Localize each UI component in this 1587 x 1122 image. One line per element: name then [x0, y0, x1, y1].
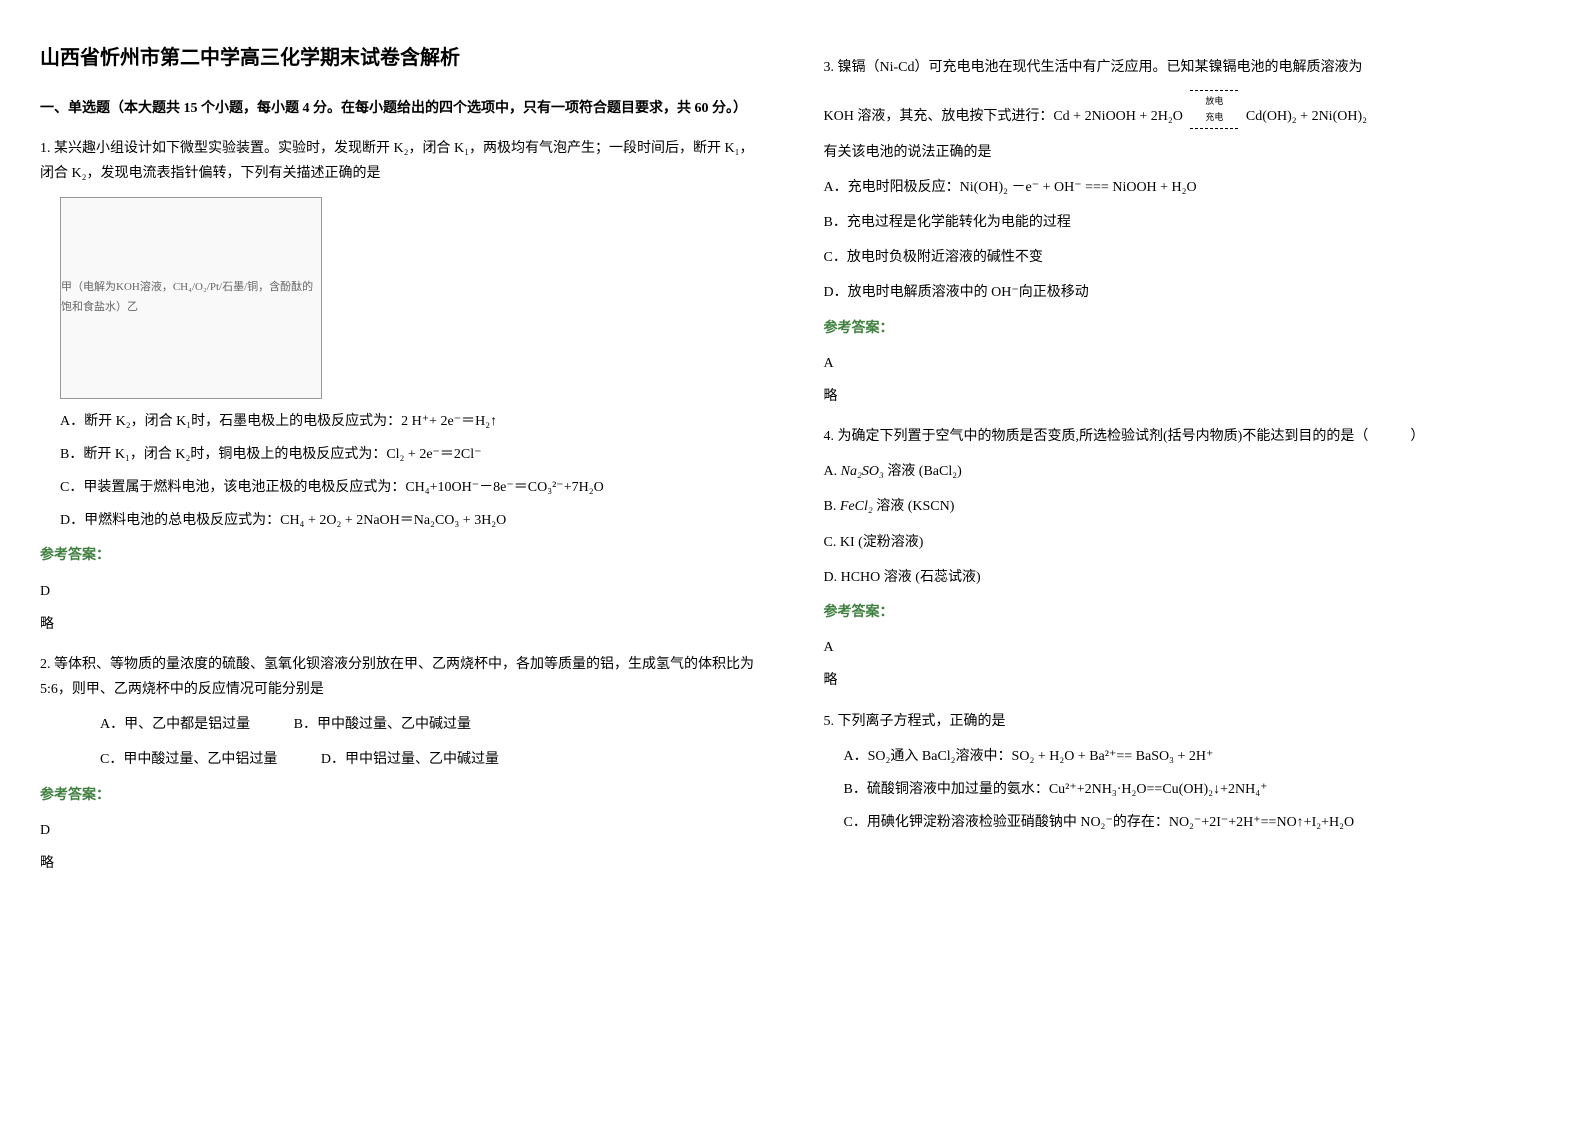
q3-stem-2: KOH 溶液，其充、放电按下式进行：Cd + 2NiOOH + 2H₂O	[824, 109, 1183, 124]
question-3: 3. 镍镉（Ni-Cd）可充电电池在现代生活中有广泛应用。已知某镍镉电池的电解质…	[824, 55, 1548, 409]
q3-option-c: C．放电时负极附近溶液的碱性不变	[824, 245, 1548, 270]
q4-option-a: A. Na₂SO₃ 溶液 (BaCl₂)	[824, 459, 1548, 484]
q2-answer-label: 参考答案：	[40, 783, 764, 808]
exam-title: 山西省忻州市第二中学高三化学期末试卷含解析	[40, 40, 764, 76]
question-2: 2. 等体积、等物质的量浓度的硫酸、氢氧化钡溶液分别放在甲、乙两烧杯中，各加等质…	[40, 652, 764, 876]
q5-option-b: B．硫酸铜溶液中加过量的氨水：Cu²⁺+2NH₃·H₂O==Cu(OH)₂↓+2…	[844, 777, 1548, 802]
q5-stem: 5. 下列离子方程式，正确的是	[824, 709, 1548, 734]
q4-stem: 4. 为确定下列置于空气中的物质是否变质,所选检验试剂(括号内物质)不能达到目的…	[824, 424, 1548, 449]
reversible-arrow-icon: 放电 充电	[1190, 90, 1238, 128]
q3-option-d: D．放电时电解质溶液中的 OH⁻向正极移动	[824, 280, 1548, 305]
q1-option-a: A．断开 K₂，闭合 K₁时，石墨电极上的电极反应式为：2 H⁺+ 2e⁻＝H₂…	[60, 409, 764, 434]
question-4: 4. 为确定下列置于空气中的物质是否变质,所选检验试剂(括号内物质)不能达到目的…	[824, 424, 1548, 694]
q3-answer-label: 参考答案：	[824, 316, 1548, 341]
q5-option-a: A．SO₂通入 BaCl₂溶液中：SO₂ + H₂O + Ba²⁺== BaSO…	[844, 744, 1548, 769]
q4-option-b: B. FeCl₂ 溶液 (KSCN)	[824, 494, 1548, 519]
question-5: 5. 下列离子方程式，正确的是 A．SO₂通入 BaCl₂溶液中：SO₂ + H…	[824, 709, 1548, 836]
q4-answer: A	[824, 635, 1548, 660]
arrow-bottom-label: 充电	[1194, 109, 1234, 125]
q3-option-b: B．充电过程是化学能转化为电能的过程	[824, 210, 1548, 235]
q2-answer: D	[40, 818, 764, 843]
q4-option-c: C. KI (淀粉溶液)	[824, 530, 1548, 555]
q3-answer: A	[824, 351, 1548, 376]
q4-option-b-formula: FeCl₂	[840, 499, 873, 514]
q4-option-d: D. HCHO 溶液 (石蕊试液)	[824, 565, 1548, 590]
q1-stem: 1. 某兴趣小组设计如下微型实验装置。实验时，发现断开 K₂，闭合 K₁，两极均…	[40, 136, 764, 186]
q4-option-a-post: 溶液 (BaCl₂)	[884, 464, 962, 479]
q2-explanation: 略	[40, 851, 764, 876]
q1-answer-label: 参考答案：	[40, 543, 764, 568]
q1-answer: D	[40, 579, 764, 604]
left-column: 山西省忻州市第二中学高三化学期末试卷含解析 一、单选题（本大题共 15 个小题，…	[40, 40, 764, 891]
q4-answer-label: 参考答案：	[824, 600, 1548, 625]
arrow-top-label: 放电	[1194, 93, 1234, 109]
right-column: 3. 镍镉（Ni-Cd）可充电电池在现代生活中有广泛应用。已知某镍镉电池的电解质…	[824, 40, 1548, 891]
q4-option-b-pre: B.	[824, 499, 840, 514]
q2-option-d: D．甲中铝过量、乙中碱过量	[321, 747, 499, 772]
section-1-header: 一、单选题（本大题共 15 个小题，每小题 4 分。在每小题给出的四个选项中，只…	[40, 96, 764, 121]
q4-option-a-formula: Na₂SO₃	[841, 464, 884, 479]
q4-explanation: 略	[824, 668, 1548, 693]
q1-option-d: D．甲燃料电池的总电极反应式为：CH₄ + 2O₂ + 2NaOH＝Na₂CO₃…	[60, 508, 764, 533]
q4-option-a-pre: A.	[824, 464, 841, 479]
q3-option-a: A．充电时阳极反应：Ni(OH)₂ －e⁻ + OH⁻ === NiOOH + …	[824, 175, 1548, 200]
q3-stem-4: 有关该电池的说法正确的是	[824, 140, 1548, 165]
q5-option-c: C．用碘化钾淀粉溶液检验亚硝酸钠中 NO₂⁻的存在：NO₂⁻+2I⁻+2H⁺==…	[844, 810, 1548, 835]
q1-diagram: 甲（电解为KOH溶液，CH₄/O₂/Pt/石墨/铜，含酚酞的饱和食盐水）乙	[60, 197, 322, 399]
q3-stem-3: Cd(OH)₂ + 2Ni(OH)₂	[1246, 109, 1367, 124]
q3-stem-1: 3. 镍镉（Ni-Cd）可充电电池在现代生活中有广泛应用。已知某镍镉电池的电解质…	[824, 55, 1548, 80]
q1-option-c: C．甲装置属于燃料电池，该电池正极的电极反应式为：CH₄+10OH⁻－8e⁻＝C…	[60, 475, 764, 500]
q1-explanation: 略	[40, 612, 764, 637]
q2-stem: 2. 等体积、等物质的量浓度的硫酸、氢氧化钡溶液分别放在甲、乙两烧杯中，各加等质…	[40, 652, 764, 702]
question-1: 1. 某兴趣小组设计如下微型实验装置。实验时，发现断开 K₂，闭合 K₁，两极均…	[40, 136, 764, 637]
q1-option-b: B．断开 K₁，闭合 K₂时，铜电极上的电极反应式为：Cl₂ + 2e⁻＝2Cl…	[60, 442, 764, 467]
q4-option-b-post: 溶液 (KSCN)	[873, 499, 955, 514]
q2-option-b: B．甲中酸过量、乙中碱过量	[294, 712, 471, 737]
q2-option-c: C．甲中酸过量、乙中铝过量	[100, 747, 277, 772]
q3-explanation: 略	[824, 384, 1548, 409]
q3-equation-line: KOH 溶液，其充、放电按下式进行：Cd + 2NiOOH + 2H₂O 放电 …	[824, 90, 1548, 129]
q2-option-a: A．甲、乙中都是铝过量	[100, 712, 250, 737]
